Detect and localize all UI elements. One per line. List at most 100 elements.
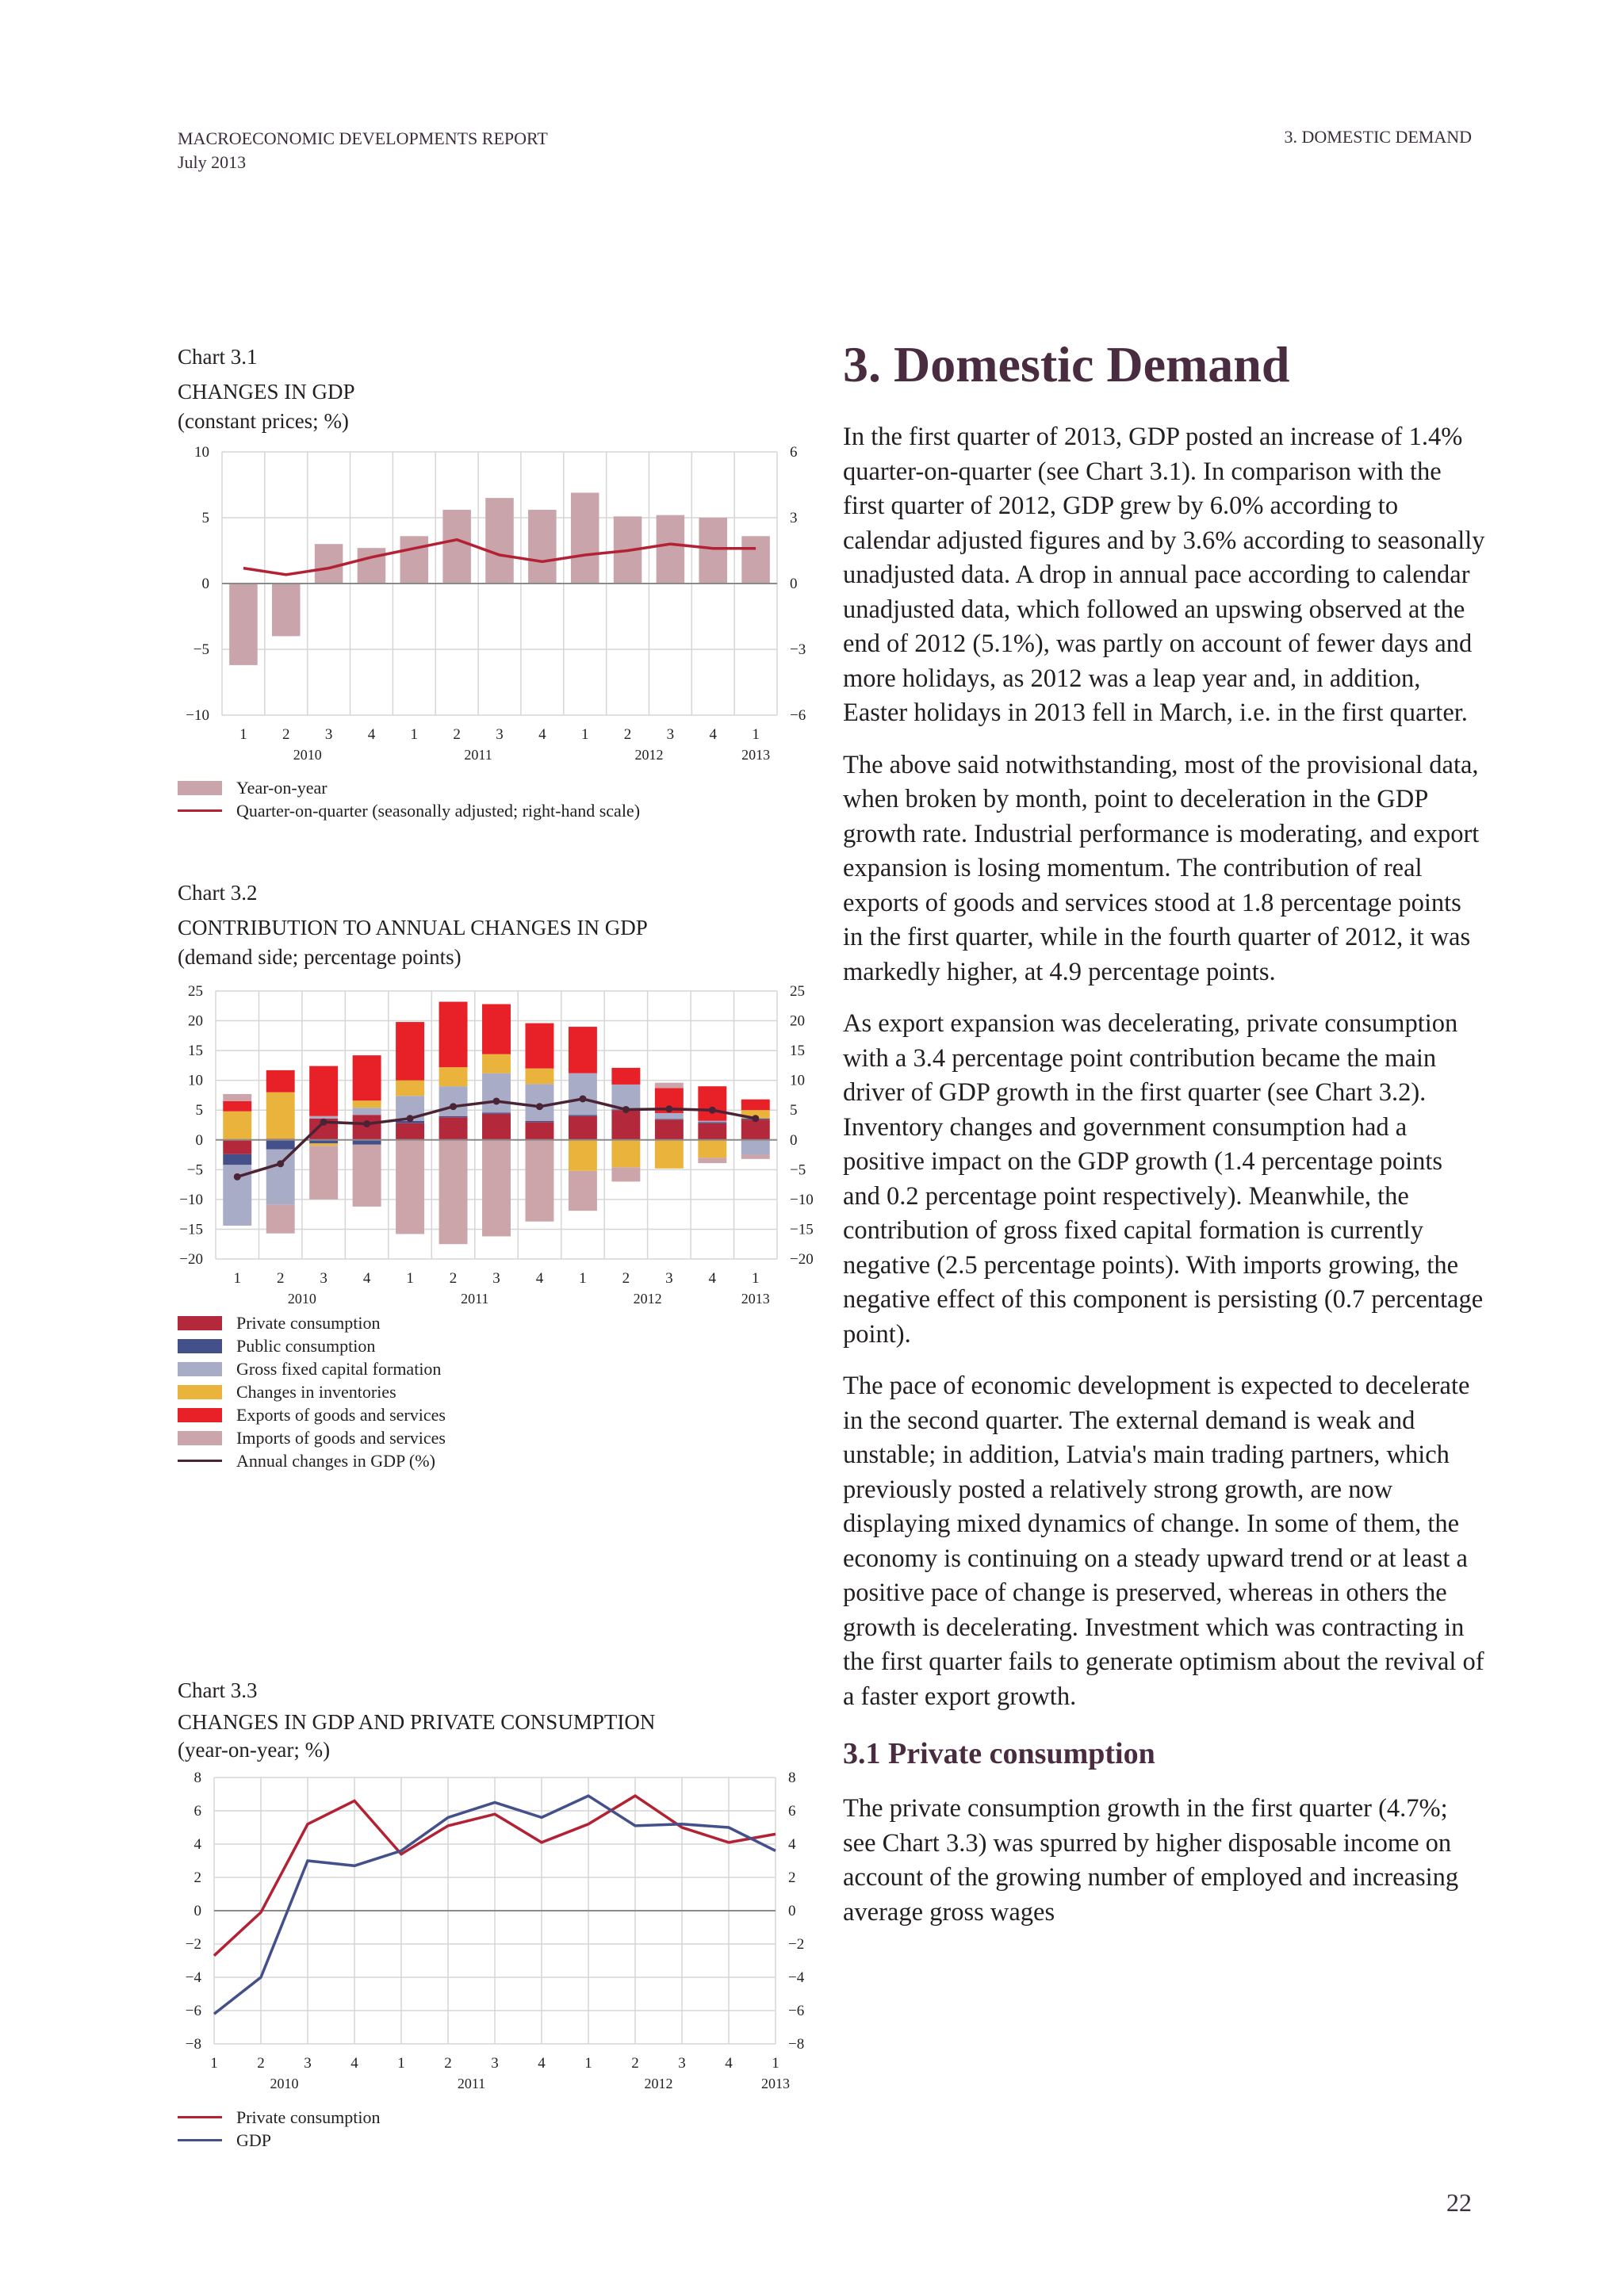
bar-segment: [309, 1115, 339, 1119]
chart3-plot: 8 8 6 6 4 4 2 2 0 0 −2 −2 −4 −4 −6 −6 −8 −8 1 2 3 4 1 2 3 4 1 2 3 4 1 2…: [186, 1770, 805, 2091]
x-tick-label: 4: [709, 726, 717, 743]
x-tick-label: 4: [350, 2055, 358, 2072]
bar: [699, 518, 727, 584]
bar-segment: [352, 1115, 381, 1140]
bar-segment: [654, 1139, 684, 1169]
bar-segment: [396, 1123, 425, 1140]
chart2-title: CONTRIBUTION TO ANNUAL CHANGES IN GDP: [178, 916, 648, 939]
legend-item: GDP: [178, 2129, 380, 2152]
line-point: [665, 1105, 673, 1113]
bar-segment: [525, 1120, 554, 1123]
bar: [400, 536, 429, 584]
article-paragraph: The pace of economic development is expe…: [843, 1372, 1484, 1711]
x-tick-label: 3: [491, 2055, 499, 2072]
bar-segment: [309, 1139, 339, 1144]
bar-segment: [352, 1055, 381, 1101]
bar-segment: [482, 1054, 511, 1073]
bar-segment: [309, 1143, 339, 1146]
bar-segment: [568, 1027, 597, 1073]
y-tick-label-right: 2: [788, 1869, 796, 1886]
legend-label: Gross fixed capital formation: [236, 1358, 442, 1379]
bar-segment: [611, 1139, 641, 1168]
y-tick-label-right: −2: [788, 1936, 804, 1953]
bar-segment: [266, 1149, 295, 1205]
y-tick-label-left: −8: [186, 2036, 201, 2053]
bar: [272, 584, 301, 637]
x-tick-label: 3: [304, 2055, 312, 2072]
chart2-number: Chart 3.2: [178, 881, 258, 905]
y-tick-label-right: 0: [790, 576, 798, 592]
y-tick-label-left: 8: [194, 1770, 202, 1786]
bar-segment: [611, 1167, 641, 1182]
bar-segment: [698, 1139, 727, 1158]
legend-label: Annual changes in GDP (%): [236, 1450, 435, 1471]
bar: [357, 548, 386, 584]
chart1-title: CHANGES IN GDP: [178, 380, 355, 404]
y-tick-label-right: −6: [788, 2003, 804, 2019]
bar-segment: [482, 1139, 511, 1237]
bar-segment: [568, 1115, 597, 1116]
chart3-title: CHANGES IN GDP AND PRIVATE CONSUMPTION: [178, 1710, 656, 1734]
legend-item: Changes in inventories: [178, 1380, 446, 1403]
line-point: [579, 1095, 587, 1103]
legend-swatch: [178, 1407, 222, 1422]
x-tick-label: 2: [282, 726, 290, 743]
bar-segment: [482, 1112, 511, 1114]
y-tick-label-left: 25: [188, 983, 203, 1000]
bar-segment: [568, 1073, 597, 1115]
bar-segment: [741, 1139, 770, 1155]
article-paragraph: In the first quarter of 2013, GDP posted…: [843, 423, 1485, 727]
y-tick-label-left: 5: [202, 510, 210, 526]
x-tick-label: 2: [631, 2055, 639, 2072]
y-tick-label-left: 10: [188, 1073, 203, 1089]
x-year-label: 2012: [645, 2076, 673, 2091]
x-tick-label: 3: [320, 1270, 327, 1287]
bar-segment: [611, 1110, 641, 1140]
line-point: [752, 1115, 760, 1123]
y-tick-label-left: −2: [186, 1936, 201, 1953]
legend-label: GDP: [236, 2130, 272, 2150]
legend-line-swatch: [178, 2116, 222, 2118]
legend-item: Imports of goods and services: [178, 1426, 446, 1449]
bar-segment: [396, 1022, 425, 1081]
legend-line-swatch: [178, 809, 222, 812]
chart3-legend: Private consumption GDP: [178, 2106, 380, 2152]
bar-segment: [439, 1001, 468, 1068]
bar-segment: [741, 1099, 770, 1111]
x-year-label: 2012: [634, 747, 663, 763]
legend-item: Exports of goods and services: [178, 1403, 446, 1426]
legend-label: Private consumption: [236, 2107, 381, 2127]
bar-segment: [525, 1139, 554, 1222]
y-tick-label-left: 15: [188, 1043, 203, 1059]
x-tick-label: 1: [411, 726, 419, 743]
y-tick-label-right: 8: [788, 1770, 796, 1786]
y-tick-label-left: −4: [186, 1969, 202, 1986]
x-tick-label: 1: [752, 1270, 760, 1287]
legend-item: Private consumption: [178, 2106, 380, 2129]
y-tick-label-left: 20: [188, 1013, 203, 1030]
x-year-label: 2011: [464, 747, 492, 763]
x-tick-label: 4: [709, 1270, 717, 1287]
bar: [229, 584, 258, 665]
legend-item: Quarter-on-quarter (seasonally adjusted;…: [178, 799, 640, 822]
report-title: MACROECONOMIC DEVELOPMENTS REPORT: [178, 128, 548, 148]
bar-segment: [309, 1146, 339, 1200]
legend-swatch: [178, 1315, 222, 1330]
legend-label: Year-on-year: [236, 777, 327, 798]
x-tick-label: 4: [725, 2055, 733, 2072]
x-tick-label: 1: [772, 2055, 779, 2072]
legend-line-swatch: [178, 1460, 222, 1462]
bar-segment: [223, 1093, 252, 1101]
bar-segment: [352, 1100, 381, 1108]
x-tick-label: 2: [450, 1270, 458, 1287]
chart2-plot: 25 20 15 10 5 0 −5 −10 −15 −20 25 20 15 10 5 0 −5 −10 −15 −…: [179, 983, 813, 1307]
running-header-left: MACROECONOMIC DEVELOPMENTS REPORT July 2…: [178, 127, 548, 174]
bar-segment: [482, 1113, 511, 1140]
line-point: [622, 1105, 630, 1113]
x-tick-label: 3: [325, 726, 333, 743]
chart2-legend: Private consumption Public consumption Gro…: [178, 1311, 446, 1472]
bar-segment: [611, 1067, 641, 1085]
y-tick-label-right: 0: [790, 1132, 798, 1149]
y-tick-label-right: −4: [788, 1969, 805, 1986]
legend-item: Private consumption: [178, 1311, 446, 1334]
